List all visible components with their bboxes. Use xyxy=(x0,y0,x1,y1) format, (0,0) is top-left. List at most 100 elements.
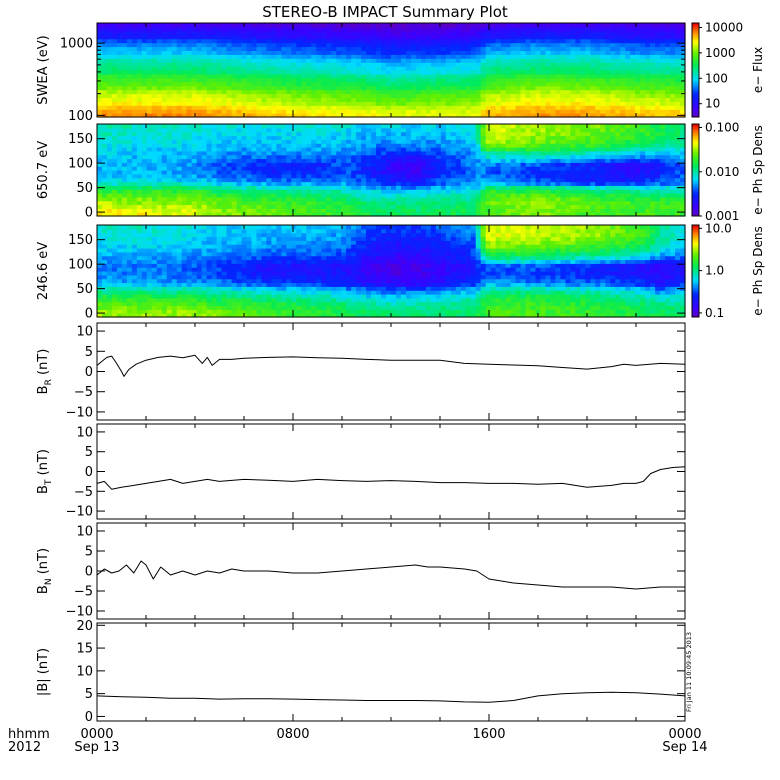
heatmap-cell xyxy=(291,208,297,213)
heatmap-cell xyxy=(236,66,243,71)
heatmap-cell xyxy=(316,77,322,83)
heatmap-cell xyxy=(605,54,611,59)
heatmap-cell xyxy=(555,42,562,48)
heatmap-cell xyxy=(420,73,427,79)
heatmap-cell xyxy=(301,143,307,148)
heatmap-cell xyxy=(480,181,487,186)
heatmap-cell xyxy=(505,170,512,175)
heatmap-cell xyxy=(415,193,422,198)
heatmap-cell xyxy=(241,173,248,179)
heatmap-cell xyxy=(465,131,472,137)
heatmap-cell xyxy=(625,73,631,79)
heatmap-cell xyxy=(196,81,203,87)
heatmap-cell xyxy=(236,23,243,28)
heatmap-cell xyxy=(281,89,287,95)
heatmap-cell xyxy=(251,204,258,209)
heatmap-cell xyxy=(321,81,327,87)
heatmap-cell xyxy=(595,54,601,59)
heatmap-cell xyxy=(266,70,272,75)
heatmap-cell xyxy=(321,173,327,179)
heatmap-cell xyxy=(510,139,517,144)
heatmap-cell xyxy=(161,42,168,48)
heatmap-cell xyxy=(515,162,522,167)
heatmap-cell xyxy=(286,166,292,171)
heatmap-cell xyxy=(361,50,367,55)
heatmap-cell xyxy=(430,154,437,160)
heatmap-cell xyxy=(251,30,258,36)
heatmap-cell xyxy=(445,162,452,167)
colorbar-band xyxy=(692,81,699,85)
heatmap-cell xyxy=(326,208,332,213)
heatmap-cell xyxy=(331,196,337,202)
heatmap-cell xyxy=(266,113,272,118)
heatmap-cell xyxy=(121,85,128,91)
heatmap-cell xyxy=(455,109,462,114)
heatmap-cell xyxy=(271,193,277,198)
heatmap-cell xyxy=(410,185,417,190)
heatmap-cell xyxy=(236,85,243,91)
heatmap-cell xyxy=(381,101,387,106)
heatmap-cell xyxy=(171,147,178,152)
heatmap-cell xyxy=(405,70,412,75)
heatmap-cell xyxy=(675,109,681,114)
heatmap-cell xyxy=(430,158,437,163)
heatmap-cell xyxy=(391,154,397,160)
heatmap-cell xyxy=(415,173,422,179)
heatmap-cell xyxy=(371,30,377,36)
heatmap-cell xyxy=(440,196,447,202)
heatmap-cell xyxy=(121,166,128,171)
heatmap-cell xyxy=(331,23,337,28)
heatmap-cell xyxy=(620,73,626,79)
heatmap-cell xyxy=(271,89,277,95)
heatmap-cell xyxy=(321,131,327,137)
heatmap-cell xyxy=(146,135,153,140)
heatmap-cell xyxy=(271,101,277,106)
heatmap-cell xyxy=(97,173,103,179)
heatmap-cell xyxy=(246,113,253,118)
heatmap-cell xyxy=(331,73,337,79)
heatmap-cell xyxy=(361,150,367,156)
heatmap-cell xyxy=(440,150,447,156)
heatmap-cell xyxy=(440,170,447,175)
heatmap-cell xyxy=(316,50,322,55)
heatmap-cell xyxy=(455,158,462,163)
heatmap-cell xyxy=(420,54,427,59)
heatmap-cell xyxy=(226,200,233,206)
heatmap-cell xyxy=(206,66,213,71)
heatmap-cell xyxy=(425,189,432,194)
heatmap-cell xyxy=(206,208,213,213)
heatmap-cell xyxy=(181,73,188,79)
heatmap-cell xyxy=(156,189,163,194)
heatmap-cell xyxy=(435,212,442,217)
heatmap-cell xyxy=(655,97,661,102)
heatmap-cell xyxy=(630,77,636,83)
heatmap-cell xyxy=(261,77,268,83)
heatmap-cell xyxy=(136,50,143,55)
heatmap-cell xyxy=(261,66,268,71)
heatmap-cell xyxy=(271,97,277,102)
heatmap-cell xyxy=(156,97,163,102)
heatmap-cell xyxy=(341,177,347,183)
heatmap-cell xyxy=(645,89,651,95)
heatmap-cell xyxy=(410,105,417,110)
heatmap-cell xyxy=(371,150,377,156)
heatmap-cell xyxy=(276,147,282,152)
heatmap-cell xyxy=(415,101,422,106)
heatmap-cell xyxy=(176,158,183,163)
heatmap-cell xyxy=(510,54,517,59)
heatmap-cell xyxy=(381,58,387,63)
heatmap-cell xyxy=(161,162,168,167)
heatmap-cell xyxy=(386,93,392,99)
heatmap-cell xyxy=(276,89,282,95)
heatmap-cell xyxy=(146,124,153,129)
heatmap-cell xyxy=(550,105,557,110)
heatmap-cell xyxy=(236,113,243,118)
heatmap-cell xyxy=(630,113,636,118)
heatmap-cell xyxy=(106,177,113,183)
heatmap-cell xyxy=(510,127,517,133)
heatmap-cell xyxy=(186,212,193,217)
heatmap-cell xyxy=(366,162,372,167)
heatmap-cell xyxy=(296,38,302,44)
heatmap-cell xyxy=(341,212,347,217)
heatmap-cell xyxy=(570,113,576,118)
